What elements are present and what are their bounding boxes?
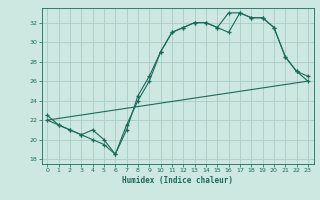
X-axis label: Humidex (Indice chaleur): Humidex (Indice chaleur) <box>122 176 233 185</box>
